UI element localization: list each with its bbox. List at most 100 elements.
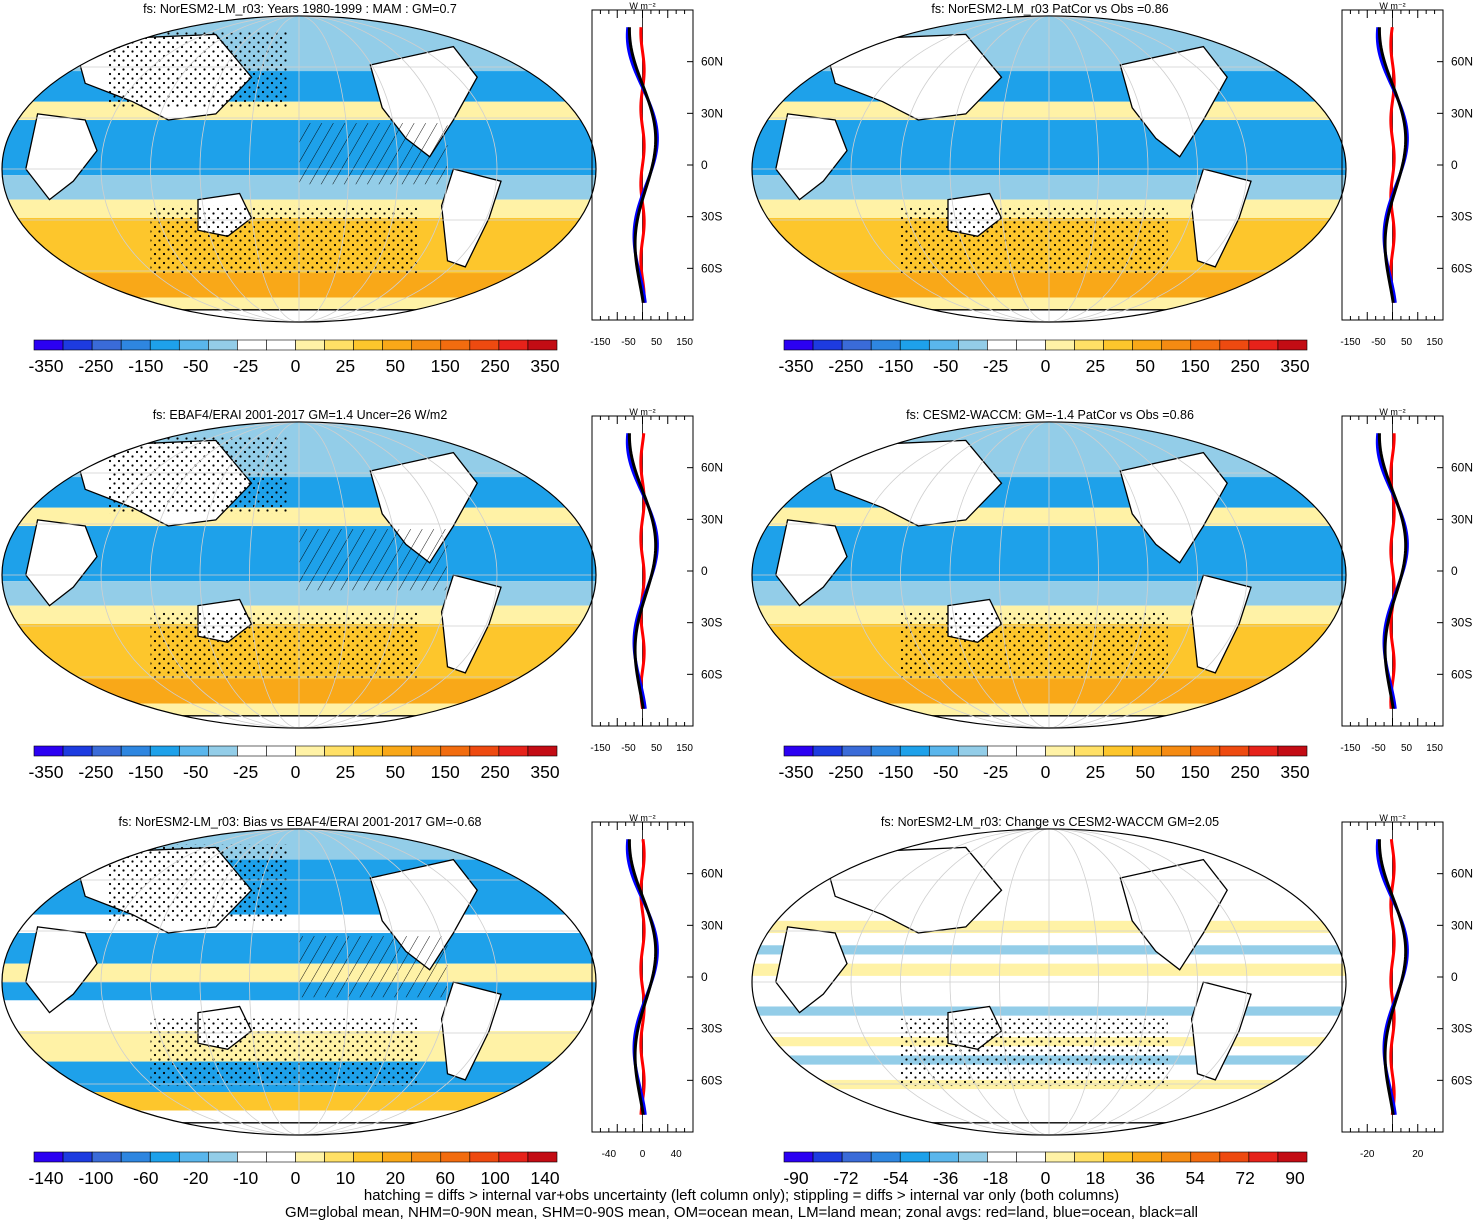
colorbar-label: 36 <box>1136 1168 1155 1188</box>
zonal-tick-label: 50 <box>651 337 663 348</box>
map-title: fs: NorESM2-LM_r03: Years 1980-1999 : MA… <box>143 2 457 16</box>
zonal-unit-label: W m⁻² <box>1379 813 1405 823</box>
map-p2 <box>751 15 1347 323</box>
colorbar-label: -54 <box>883 1168 909 1188</box>
colorbar-label: 150 <box>1181 762 1210 782</box>
graticule-lon <box>949 421 1050 729</box>
map-title: fs: NorESM2-LM_r03 PatCor vs Obs =0.86 <box>931 2 1169 16</box>
colorbar-label: 150 <box>1181 356 1210 376</box>
colorbar-swatch <box>987 1151 1017 1163</box>
colorbar-label: 0 <box>1041 762 1051 782</box>
colorbar-swatch <box>498 339 529 351</box>
zonal-tick-label: -50 <box>621 743 636 754</box>
lat-label: 30S <box>701 616 722 630</box>
graticule-lon <box>999 15 1050 323</box>
graticule-lon <box>1048 828 1198 1136</box>
colorbar-swatch <box>841 745 872 757</box>
graticule-lon <box>298 828 498 1136</box>
colorbar-swatch <box>783 745 814 757</box>
colorbar-swatch <box>1045 339 1075 351</box>
colorbar-label: -60 <box>133 1168 159 1188</box>
graticule-lon <box>100 828 300 1136</box>
colorbar-swatch <box>149 339 180 351</box>
lat-label: 60N <box>701 867 723 881</box>
stipple-region <box>900 205 1168 274</box>
graticule-lon <box>298 421 448 729</box>
lat-label: 60S <box>701 261 722 275</box>
colorbar-swatch <box>1277 745 1308 757</box>
colorbar-label: -150 <box>878 356 913 376</box>
zonal-unit-label: W m⁻² <box>1379 407 1405 417</box>
map-title: fs: EBAF4/ERAI 2001-2017 GM=1.4 Uncer=26… <box>152 408 448 422</box>
zonal-line-land <box>1389 27 1396 303</box>
graticule-lon <box>249 828 300 1136</box>
colorbar-swatch <box>411 745 442 757</box>
colorbar-label: 50 <box>386 356 406 376</box>
zonal-tick-label: 150 <box>1426 743 1443 754</box>
zonal-unit-label: W m⁻² <box>629 407 655 417</box>
colorbar-label: -25 <box>233 356 258 376</box>
colorbar-label: -50 <box>933 356 959 376</box>
colorbar-swatch <box>120 1151 151 1163</box>
colorbar-swatch <box>1045 745 1075 757</box>
graticule-lon <box>150 421 300 729</box>
colorbar-swatch <box>149 1151 180 1163</box>
lat-label: 30N <box>701 106 723 120</box>
colorbar-swatch <box>812 1151 843 1163</box>
colorbar-label: 25 <box>336 762 355 782</box>
colorbar-swatch <box>149 745 180 757</box>
lat-label: 30S <box>701 1022 722 1036</box>
colorbar-swatch <box>870 745 901 757</box>
lat-label: 60S <box>701 667 722 681</box>
colorbar-swatch <box>178 339 209 351</box>
colorbar-label: -20 <box>183 1168 209 1188</box>
colorbar-label: 250 <box>1230 356 1259 376</box>
colorbar-swatch <box>469 339 500 351</box>
colorbar-label: 350 <box>530 356 559 376</box>
footer-line-2: GM=global mean, NHM=0-90N mean, SHM=0-90… <box>284 1204 1198 1221</box>
colorbar-swatch <box>1016 1151 1046 1163</box>
colorbar-label: 90 <box>1285 1168 1305 1188</box>
colorbar-label: 150 <box>431 762 460 782</box>
colorbar-swatch <box>353 745 383 757</box>
colorbar-label: 10 <box>336 1168 356 1188</box>
colorbar-swatch <box>208 745 238 757</box>
graticule-lon <box>949 15 1050 323</box>
zonal-line-land <box>639 433 646 709</box>
map-title: fs: NorESM2-LM_r03: Bias vs EBAF4/ERAI 2… <box>118 815 482 829</box>
graticule-lon <box>1048 828 1149 1136</box>
colorbar-swatch <box>527 1151 558 1163</box>
map-field <box>752 828 1346 1136</box>
colorbar-swatch <box>208 339 238 351</box>
colorbar-p3: -350 -250 -150 -50 -25 0 25 50 150 250 350 <box>28 745 560 782</box>
zonal-tick-label: -150 <box>590 743 610 754</box>
continent <box>1190 981 1252 1081</box>
map-border <box>1 15 597 323</box>
colorbar-p2: -350 -250 -150 -50 -25 0 25 50 150 250 350 <box>778 339 1310 376</box>
graticule-lon <box>298 15 448 323</box>
colorbar-swatch <box>783 339 814 351</box>
map-border <box>1 421 597 729</box>
continent <box>1119 451 1228 564</box>
colorbar-label: 18 <box>1086 1168 1105 1188</box>
graticule-lon <box>850 421 1050 729</box>
zonal-tick-label: -150 <box>1340 337 1360 348</box>
colorbar-label: 0 <box>291 356 301 376</box>
zonal-tick-label: -50 <box>621 337 636 348</box>
colorbar-swatch <box>469 1151 500 1163</box>
colorbar-swatch <box>1248 339 1279 351</box>
colorbar-swatch <box>178 745 209 757</box>
lat-label: 60N <box>701 55 723 69</box>
lat-label: 30S <box>1451 210 1472 224</box>
map-title: fs: NorESM2-LM_r03: Change vs CESM2-WACC… <box>880 815 1220 829</box>
colorbar-label: -350 <box>28 762 63 782</box>
colorbar-label: -350 <box>778 356 813 376</box>
colorbar-swatch <box>178 1151 209 1163</box>
graticule-lon <box>1048 15 1149 323</box>
colorbar-label: -25 <box>233 762 258 782</box>
hatch-region <box>299 123 448 185</box>
graticule-lon <box>1048 15 1099 323</box>
zonal-line-land <box>639 839 646 1115</box>
colorbar-label: -150 <box>128 762 163 782</box>
colorbar-swatch <box>353 339 383 351</box>
